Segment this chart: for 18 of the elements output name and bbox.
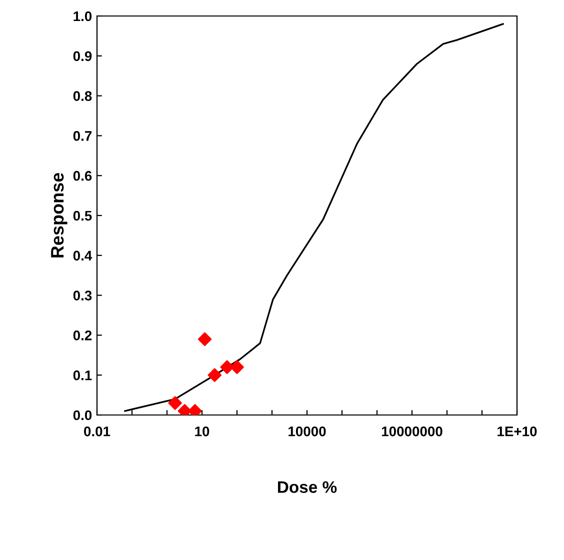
y-tick-label: 0.1 <box>73 370 92 380</box>
y-tick-label: 0.9 <box>73 51 92 62</box>
y-tick-label: 0.0 <box>73 410 92 420</box>
x-tick-label: 0.01 <box>84 426 110 436</box>
y-tick-label: 1.0 <box>74 11 92 22</box>
x-axis-title: Dose % <box>278 481 337 493</box>
x-tick-label: 10 <box>195 426 210 436</box>
y-tick-label: 0.6 <box>73 170 92 181</box>
y-tick-label: 0.7 <box>73 131 92 141</box>
x-tick-label: 10000 <box>288 426 326 436</box>
y-tick-label: 0.8 <box>73 91 92 101</box>
y-tick-label: 0.5 <box>73 210 92 221</box>
x-tick-label: 1E+10 <box>498 426 537 436</box>
y-tick-label: 0.2 <box>73 330 92 340</box>
y-tick-label: 0.3 <box>73 290 92 300</box>
y-axis-title: Response <box>51 172 68 258</box>
x-tick-label: 10000000 <box>382 426 442 436</box>
y-tick-label: 0.4 <box>73 250 92 261</box>
